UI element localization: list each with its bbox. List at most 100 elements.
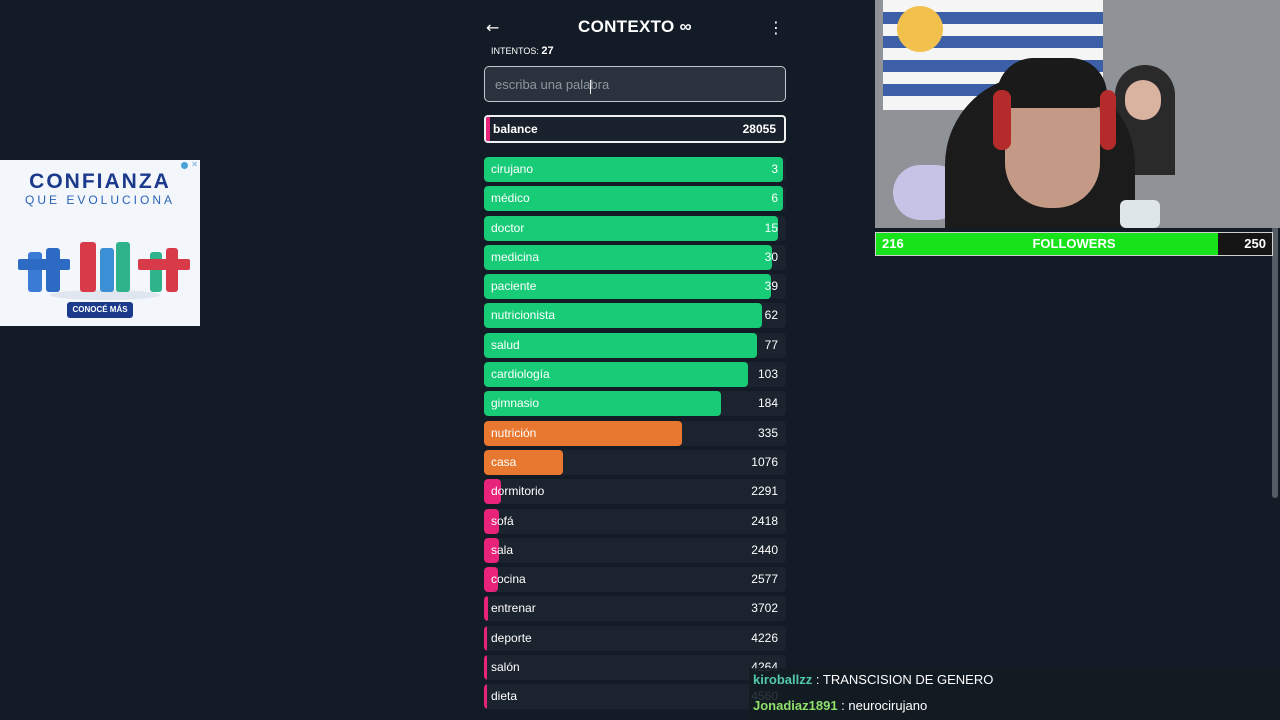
ad-product-image (28, 252, 42, 292)
last-guess-word: balance (493, 122, 538, 136)
guess-proximity-bar (484, 567, 498, 593)
ad-product-image (100, 248, 114, 292)
page-title: CONTEXTO ∞ (578, 17, 692, 36)
chat-message: kiroballzz : TRANSCISION DE GENERO (753, 672, 993, 687)
guess-proximity-bar (484, 303, 762, 329)
guess-proximity-bar (484, 596, 488, 622)
guess-row: salud 77 (484, 332, 786, 358)
guess-row: gimnasio 184 (484, 391, 786, 417)
drink-cup (1120, 200, 1160, 228)
guess-rank: 30 (764, 249, 778, 264)
guess-proximity-bar (484, 537, 500, 563)
guess-rank: 2291 (751, 484, 778, 499)
guess-row: dormitorio 2291 (484, 479, 786, 505)
guess-row: nutrición 335 (484, 420, 786, 446)
guess-row: dieta4560 (484, 684, 786, 710)
followers-label: FOLLOWERS (1032, 236, 1116, 251)
ad-product-image (150, 252, 162, 292)
guess-word: casa (491, 454, 517, 469)
guess-proximity-bar (484, 186, 783, 212)
last-guess-row: balance 28055 (484, 115, 786, 143)
last-guess-accent (486, 117, 490, 141)
ad-product-image (166, 248, 178, 292)
guess-proximity-bar (484, 625, 488, 651)
chat-username: kiroballzz (753, 672, 813, 687)
guess-word: salud (491, 337, 520, 352)
guess-proximity-bar (484, 362, 749, 388)
ad-subtitle: QUE EVOLUCIONA (24, 193, 176, 207)
guess-word: paciente (491, 279, 537, 294)
guess-rank: 6 (771, 191, 778, 206)
guess-word: nutrición (491, 425, 537, 440)
text-cursor-icon (590, 80, 593, 94)
guess-proximity-bar (484, 655, 488, 681)
guess-row: cocina 2577 (484, 567, 786, 593)
ad-title: CONFIANZA (29, 170, 171, 193)
guess-row: doctor 15 (484, 215, 786, 241)
guess-word: doctor (491, 220, 525, 235)
guess-row: médico 6 (484, 186, 786, 212)
attempts-counter: INTENTOS: 27 (491, 45, 554, 57)
guess-word: medicina (491, 249, 540, 264)
guess-rank: 3702 (751, 601, 778, 616)
guess-word: sofá (491, 513, 514, 528)
chat-separator: : (841, 698, 845, 713)
guess-rank: 2440 (751, 542, 778, 557)
guess-word: salón (491, 660, 520, 675)
chat-separator: : (815, 672, 820, 687)
followers-goal-bar: 216 FOLLOWERS 250 (875, 232, 1273, 256)
ad-product-image (80, 242, 96, 292)
ad-product-tag (18, 259, 70, 270)
chat-username: Jonadiaz1891 (753, 698, 838, 713)
guess-proximity-bar (484, 420, 682, 446)
ad-info-icon[interactable] (181, 162, 188, 169)
guess-rank: 39 (764, 279, 778, 294)
guess-row: salón4264 (484, 655, 786, 681)
headset-earcup (993, 90, 1011, 150)
guess-row: nutricionista 62 (484, 303, 786, 329)
ad-product-image (116, 242, 130, 292)
guess-row: paciente 39 (484, 274, 786, 300)
guess-row: cirujano 3 (484, 157, 786, 182)
game-header: ← CONTEXTO ∞ ⋮ (484, 14, 786, 42)
ad-cta-button[interactable]: CONOCÉ MÁS (67, 302, 133, 318)
guess-row: medicina 30 (484, 244, 786, 270)
guess-proximity-bar (484, 274, 771, 300)
chat-text: TRANSCISION DE GENERO (822, 672, 994, 687)
guess-proximity-bar (484, 332, 758, 358)
ad-product-base (50, 290, 160, 300)
guess-rank: 4226 (751, 630, 778, 645)
guess-word: cocina (491, 572, 526, 587)
back-arrow-icon[interactable]: ← (486, 18, 500, 37)
guess-word: deporte (491, 630, 532, 645)
guess-word: cardiología (491, 367, 550, 382)
guess-proximity-bar (484, 215, 779, 241)
guess-row: entrenar 3702 (484, 596, 786, 622)
webcam-feed (875, 0, 1280, 228)
advertisement-banner[interactable]: ✕ CONFIANZA QUE EVOLUCIONA CONOCÉ MÁS (0, 160, 200, 326)
word-input[interactable] (484, 66, 786, 102)
more-options-icon[interactable]: ⋮ (768, 18, 784, 37)
guess-rank: 3 (771, 162, 778, 176)
streamer-hair (997, 58, 1107, 108)
chat-overlay: kiroballzz : TRANSCISION DE GENERO Jonad… (749, 668, 1280, 720)
guess-proximity-bar (484, 391, 722, 417)
guess-row: deporte 4226 (484, 625, 786, 651)
page-scrollbar[interactable] (1272, 10, 1278, 498)
ad-close-icon[interactable]: ✕ (191, 160, 198, 169)
followers-current: 216 (882, 236, 904, 251)
guess-word: gimnasio (491, 396, 540, 411)
contexto-game-panel: ← CONTEXTO ∞ ⋮ INTENTOS: 27 balance 2805… (484, 0, 786, 720)
guess-proximity-bar (484, 479, 501, 505)
guess-rank: 2577 (751, 572, 778, 587)
ad-product-tag (138, 259, 190, 270)
guess-rank: 103 (757, 367, 778, 382)
guess-rank: 62 (764, 308, 778, 323)
guess-word: dormitorio (491, 484, 545, 499)
guess-rank: 2418 (751, 513, 778, 528)
guess-rank: 1076 (751, 454, 778, 469)
chat-text: neurocirujano (848, 698, 928, 713)
guess-row: casa 1076 (484, 449, 786, 475)
guess-proximity-bar (484, 244, 773, 270)
attempts-label: INTENTOS: (491, 46, 539, 56)
